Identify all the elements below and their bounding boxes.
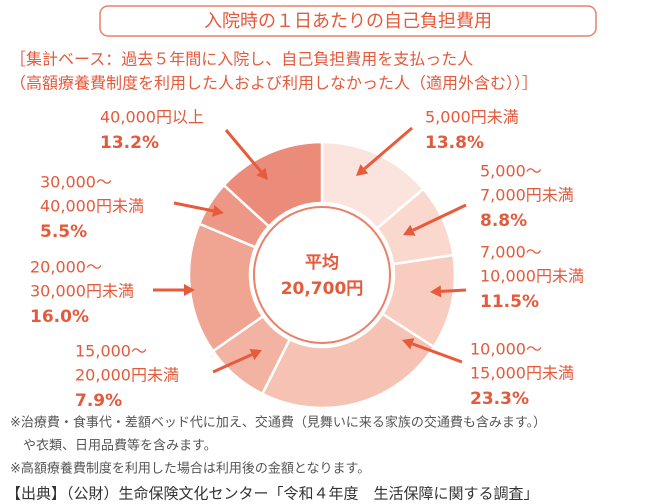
category-label: 30,000〜 xyxy=(40,173,112,192)
category-label: 20,000円未満 xyxy=(75,366,179,385)
arrow-head xyxy=(402,338,415,350)
category-label: 30,000円未満 xyxy=(30,282,134,301)
value-label: 11.5% xyxy=(480,292,539,312)
arrow-head xyxy=(184,284,195,296)
arrow-head xyxy=(430,285,442,298)
category-label: 5,000〜 xyxy=(480,162,542,181)
category-label: 10,000〜 xyxy=(470,340,542,359)
arrow-line xyxy=(224,129,263,173)
category-label: 15,000円未満 xyxy=(470,364,574,383)
value-label: 8.8% xyxy=(480,211,527,231)
arrow-line xyxy=(411,342,463,364)
slice xyxy=(260,312,436,410)
subtitle: ［集計ベース：過去５年間に入院し、自己負担費用を支払った人 xyxy=(10,50,473,69)
arrow-head xyxy=(212,204,224,217)
title-box xyxy=(99,5,597,37)
center-circle xyxy=(253,206,391,344)
arrow-head xyxy=(249,349,262,360)
note: ※治療費・食事代・差額ベッド代に加え、交通費（見舞いに来る家族の交通費も含みます… xyxy=(10,415,546,431)
arrow-line xyxy=(363,126,413,170)
center-label: 20,700円 xyxy=(281,279,364,299)
category-label: 7,000〜 xyxy=(480,243,542,262)
arrow-line xyxy=(440,288,467,293)
value-label: 5.5% xyxy=(40,222,87,242)
note: ※高額療養費制度を利用した場合は利用後の金額となります。 xyxy=(10,461,370,477)
value-label: 13.2% xyxy=(100,133,159,153)
category-label: 7,000円未満 xyxy=(480,186,574,205)
category-label: 40,000円以上 xyxy=(100,108,204,127)
category-label: 40,000円未満 xyxy=(40,197,144,216)
arrow-line xyxy=(212,353,253,374)
value-label: 16.0% xyxy=(30,307,89,327)
value-label: 7.9% xyxy=(75,391,122,411)
category-label: 15,000〜 xyxy=(75,342,147,361)
slice xyxy=(222,140,324,229)
subtitle: （高額療養費制度を利用した人および利用しなかった人（適用外含む））］ xyxy=(10,74,538,93)
arrow-head xyxy=(256,167,268,180)
note: や衣類、日用品費等を含みます。 xyxy=(10,438,217,454)
arrow-head xyxy=(356,164,369,176)
value-label: 13.8% xyxy=(425,133,484,153)
arrow-line xyxy=(173,201,214,213)
value-label: 23.3% xyxy=(470,389,529,409)
chart-title: 入院時の１日あたりの自己負担費用 xyxy=(204,11,492,32)
center-label: 平均 xyxy=(305,252,339,273)
category-label: 5,000円未満 xyxy=(425,108,519,127)
category-label: 20,000〜 xyxy=(30,258,102,277)
arrow-head xyxy=(403,224,416,236)
arrow-line xyxy=(412,203,467,232)
source: 【出典】（公財）生命保険文化センター「令和４年度 生活保障に関する調査」 xyxy=(6,485,539,503)
category-label: 10,000円未満 xyxy=(480,267,584,286)
